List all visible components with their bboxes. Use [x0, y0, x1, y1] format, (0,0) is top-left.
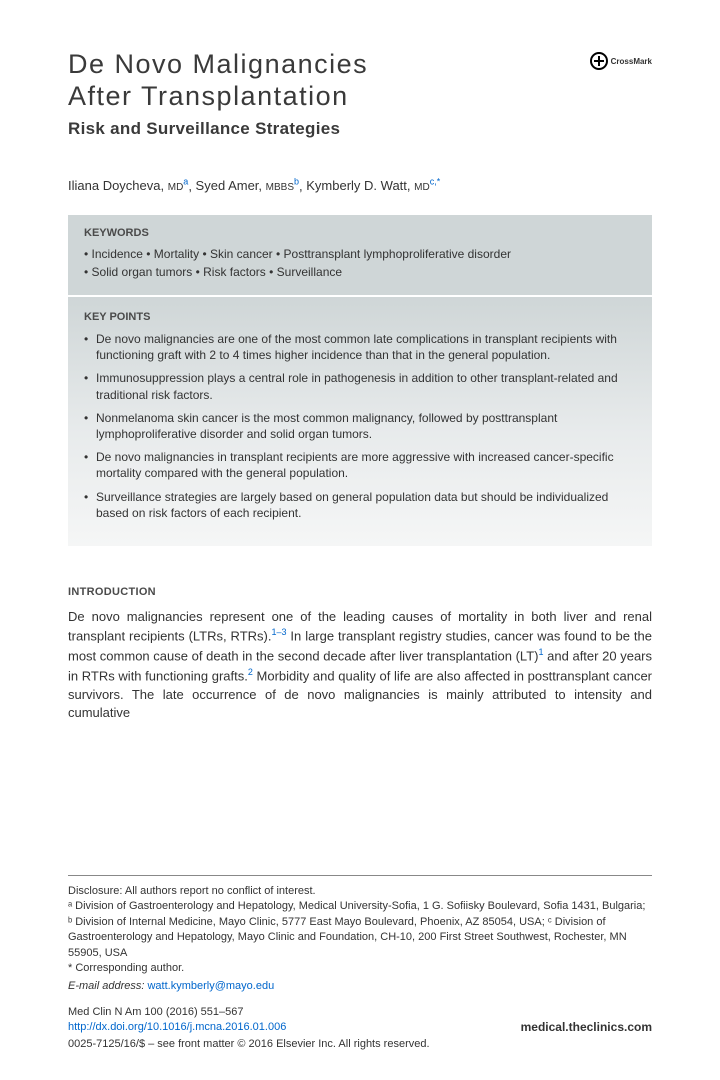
keywords-box: KEYWORDS • Incidence • Mortality • Skin … — [68, 215, 652, 295]
keywords-line-1: • Incidence • Mortality • Skin cancer • … — [84, 245, 636, 263]
citation-line: Med Clin N Am 100 (2016) 551–567 — [68, 1005, 286, 1020]
keypoint-item: De novo malignancies in transplant recip… — [84, 449, 636, 481]
title-row: De Novo Malignancies After Transplantati… — [68, 48, 652, 139]
author-1: Iliana Doycheva, MDa — [68, 178, 188, 193]
keypoint-item: Surveillance strategies are largely base… — [84, 489, 636, 521]
corresponding-author: * Corresponding author. — [68, 961, 652, 976]
introduction-heading: INTRODUCTION — [68, 586, 652, 598]
keypoint-item: Immunosuppression plays a central role i… — [84, 370, 636, 402]
keypoints-heading: KEY POINTS — [84, 311, 636, 323]
keypoint-item: De novo malignancies are one of the most… — [84, 331, 636, 363]
title-line-2: After Transplantation — [68, 81, 349, 111]
email-link[interactable]: watt.kymberly@mayo.edu — [147, 980, 274, 992]
article-title: De Novo Malignancies After Transplantati… — [68, 48, 448, 113]
authors-line: Iliana Doycheva, MDa, Syed Amer, MBBSb, … — [68, 177, 652, 193]
author-2: Syed Amer, MBBSb — [196, 178, 299, 193]
email-row: E-mail address: watt.kymberly@mayo.edu — [68, 979, 652, 994]
keypoints-list: De novo malignancies are one of the most… — [84, 331, 636, 521]
title-block: De Novo Malignancies After Transplantati… — [68, 48, 590, 139]
affiliations: ᵃ Division of Gastroenterology and Hepat… — [68, 899, 652, 961]
meta-row: Med Clin N Am 100 (2016) 551–567 http://… — [68, 1005, 652, 1036]
crossmark-icon — [590, 52, 608, 70]
citation-ref[interactable]: 1–3 — [271, 627, 286, 637]
disclosure-line: Disclosure: All authors report no confli… — [68, 884, 652, 899]
keywords-heading: KEYWORDS — [84, 227, 636, 239]
introduction-paragraph: De novo malignancies represent one of th… — [68, 608, 652, 723]
keypoint-item: Nonmelanoma skin cancer is the most comm… — [84, 410, 636, 442]
doi-link[interactable]: http://dx.doi.org/10.1016/j.mcna.2016.01… — [68, 1020, 286, 1035]
crossmark-badge[interactable]: CrossMark — [590, 52, 652, 70]
meta-left: Med Clin N Am 100 (2016) 551–567 http://… — [68, 1005, 286, 1036]
article-subtitle: Risk and Surveillance Strategies — [68, 119, 590, 139]
keywords-line-2: • Solid organ tumors • Risk factors • Su… — [84, 263, 636, 281]
journal-site[interactable]: medical.theclinics.com — [521, 1019, 652, 1036]
email-label: E-mail address: — [68, 980, 144, 992]
footer-block: Disclosure: All authors report no confli… — [68, 875, 652, 1052]
keypoints-box: KEY POINTS De novo malignancies are one … — [68, 297, 652, 546]
title-line-1: De Novo Malignancies — [68, 49, 368, 79]
author-3: Kymberly D. Watt, MDc,* — [306, 178, 440, 193]
crossmark-label: CrossMark — [611, 57, 652, 66]
copyright-line: 0025-7125/16/$ – see front matter © 2016… — [68, 1037, 652, 1052]
